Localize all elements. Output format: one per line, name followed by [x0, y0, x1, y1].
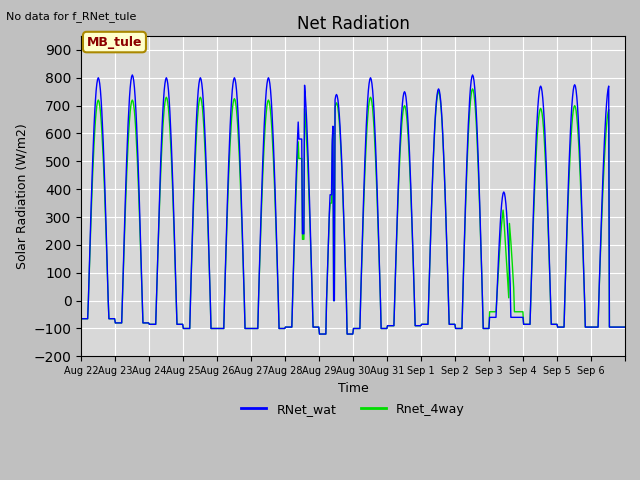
RNet_wat	[441, 185, 449, 191]
Rnet_4way	[440, 168, 448, 173]
Title: Net Radiation: Net Radiation	[297, 15, 410, 33]
Rnet_4way	[241, 325, 249, 331]
Line: Rnet_4way: Rnet_4way	[81, 89, 625, 334]
RNet_wat	[621, 324, 629, 330]
RNet_wat	[77, 316, 85, 322]
Rnet_4way	[316, 331, 323, 337]
Rnet_4way	[410, 276, 417, 282]
RNet_wat	[129, 72, 136, 78]
RNet_wat	[142, 320, 150, 326]
Rnet_4way	[141, 320, 149, 326]
Rnet_4way	[468, 86, 476, 92]
RNet_wat	[411, 298, 419, 303]
RNet_wat	[289, 272, 297, 278]
Line: RNet_wat: RNet_wat	[81, 75, 625, 334]
Text: No data for f_RNet_tule: No data for f_RNet_tule	[6, 11, 137, 22]
RNet_wat	[242, 325, 250, 331]
RNet_wat	[269, 124, 276, 130]
RNet_wat	[316, 331, 323, 337]
Text: MB_tule: MB_tule	[86, 36, 142, 48]
Rnet_4way	[289, 298, 296, 303]
Legend: RNet_wat, Rnet_4way: RNet_wat, Rnet_4way	[236, 397, 470, 420]
Rnet_4way	[268, 128, 276, 134]
Y-axis label: Solar Radiation (W/m2): Solar Radiation (W/m2)	[15, 123, 28, 269]
Rnet_4way	[77, 316, 85, 322]
Rnet_4way	[621, 324, 629, 330]
X-axis label: Time: Time	[338, 382, 369, 395]
